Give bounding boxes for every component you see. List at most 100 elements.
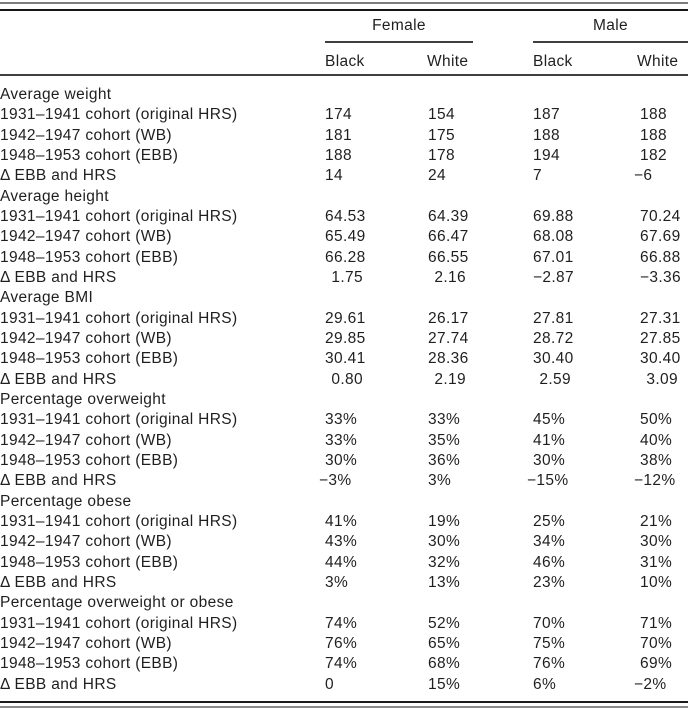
value-cell: 64.39 xyxy=(428,208,469,226)
table-row: 1942–1947 cohort (WB) 181 175 188 188 xyxy=(0,126,688,146)
value-cell: 30% xyxy=(533,452,566,470)
value-cell: 0.80 xyxy=(325,370,428,390)
value-cell: 188 xyxy=(640,106,667,124)
value-cell: 26.17 xyxy=(428,309,469,327)
table-row: 1942–1947 cohort (WB) 43% 30% 34% 30% xyxy=(0,532,688,552)
value-cell: 27.85 xyxy=(640,330,681,348)
value-cell: 64.53 xyxy=(325,208,366,226)
section-row: Average BMI xyxy=(0,288,688,308)
value-cell: 32% xyxy=(428,553,461,571)
value-cell: 33% xyxy=(428,411,461,429)
row-label: 1942–1947 cohort (WB) xyxy=(0,533,172,551)
value-cell: 65.49 xyxy=(325,228,366,246)
table-row: 1948–1953 cohort (EBB) 30% 36% 30% 38% xyxy=(0,451,688,471)
column-group-female: Female xyxy=(372,17,426,34)
value-cell: 30.40 xyxy=(640,350,681,368)
value-cell: 2.59 xyxy=(533,370,640,390)
table-row: 1942–1947 cohort (WB) 33% 35% 41% 40% xyxy=(0,431,688,451)
value-cell: 3% xyxy=(428,472,452,490)
value-cell: 38% xyxy=(640,452,673,470)
value-cell: 36% xyxy=(428,452,461,470)
value-cell: 7 xyxy=(533,167,542,185)
row-label: 1942–1947 cohort (WB) xyxy=(0,330,172,348)
value-cell: 178 xyxy=(428,147,455,165)
value-number: 2.19 xyxy=(434,370,466,388)
value-number: 0.80 xyxy=(331,370,363,388)
value-cell: 67.01 xyxy=(533,248,574,266)
value-cell: 29.61 xyxy=(325,309,366,327)
section-title: Percentage overweight or obese xyxy=(0,594,234,612)
value-cell: 188 xyxy=(640,126,667,144)
section-title: Average height xyxy=(0,187,109,205)
section-row: Average height xyxy=(0,187,688,207)
value-cell: −12% xyxy=(634,472,676,490)
row-label: 1942–1947 cohort (WB) xyxy=(0,431,172,449)
table-row: 1931–1941 cohort (original HRS) 74% 52% 70%… xyxy=(0,614,688,634)
value-cell: 1.75 xyxy=(325,268,428,288)
row-label: 1931–1941 cohort (original HRS) xyxy=(0,411,238,429)
value-cell: 71% xyxy=(640,614,673,632)
section-row: Average weight xyxy=(0,85,688,105)
section-title: Percentage obese xyxy=(0,492,132,510)
value-cell: 66.28 xyxy=(325,248,366,266)
section-title: Percentage overweight xyxy=(0,391,166,409)
female-spanner-rule xyxy=(325,41,473,43)
value-cell: 65% xyxy=(428,635,461,653)
column-group-male: Male xyxy=(593,17,628,34)
section-title: Average weight xyxy=(0,86,112,104)
table-header: Female Male Black White Black White xyxy=(0,0,688,85)
data-table: Average weight 1931–1941 cohort (original… xyxy=(0,85,688,695)
value-cell: 33% xyxy=(325,431,358,449)
row-label: 1931–1941 cohort (original HRS) xyxy=(0,309,238,327)
column-header-male-black: Black xyxy=(533,53,573,70)
column-header-male-white: White xyxy=(637,53,679,70)
row-label: 1931–1941 cohort (original HRS) xyxy=(0,106,238,124)
value-cell: 33% xyxy=(325,411,358,429)
value-cell: 30% xyxy=(640,533,673,551)
value-cell: 76% xyxy=(533,655,566,673)
value-number: 2.16 xyxy=(434,269,466,287)
value-cell: 6% xyxy=(533,675,557,693)
value-cell: 67.69 xyxy=(640,228,681,246)
table-row: 1931–1941 cohort (original HRS) 29.61 26.1… xyxy=(0,309,688,329)
column-header-female-black: Black xyxy=(325,53,365,70)
value-cell: 34% xyxy=(533,533,566,551)
value-cell: 52% xyxy=(428,614,461,632)
table-row: 1942–1947 cohort (WB) 76% 65% 75% 70% xyxy=(0,634,688,654)
value-cell: 44% xyxy=(325,553,358,571)
table-row: 1948–1953 cohort (EBB) 30.41 28.36 30.40 30.… xyxy=(0,349,688,369)
section-row: Percentage overweight xyxy=(0,390,688,410)
table-row: 1948–1953 cohort (EBB) 66.28 66.55 67.01 66.… xyxy=(0,248,688,268)
row-label: 1948–1953 cohort (EBB) xyxy=(0,350,179,368)
row-label: 1948–1953 cohort (EBB) xyxy=(0,553,179,571)
row-label: Δ EBB and HRS xyxy=(0,167,117,185)
value-cell: 70.24 xyxy=(640,208,681,226)
value-cell: −2.87 xyxy=(533,268,640,288)
value-number: −2.87 xyxy=(533,269,574,287)
value-number: −3.36 xyxy=(640,269,681,287)
value-cell: 14 xyxy=(325,167,343,185)
row-label: 1942–1947 cohort (WB) xyxy=(0,635,172,653)
value-cell: 182 xyxy=(640,147,667,165)
value-cell: 13% xyxy=(428,574,461,592)
value-cell: 43% xyxy=(325,533,358,551)
value-cell: 75% xyxy=(533,635,566,653)
value-cell: −2% xyxy=(634,675,667,693)
value-cell: 15% xyxy=(428,675,461,693)
value-cell: 28.72 xyxy=(533,330,574,348)
table-body: Average weight 1931–1941 cohort (original… xyxy=(0,85,688,695)
column-header-female-white: White xyxy=(427,53,469,70)
value-cell: 66.88 xyxy=(640,248,681,266)
value-cell: 188 xyxy=(325,147,352,165)
value-cell: 27.31 xyxy=(640,309,681,327)
table-row: Δ EBB and HRS 14 24 7 −6 xyxy=(0,166,688,186)
row-label: 1931–1941 cohort (original HRS) xyxy=(0,614,238,632)
table-row: 1931–1941 cohort (original HRS) 33% 33% 45%… xyxy=(0,410,688,430)
value-number: 3.09 xyxy=(646,370,678,388)
row-label: Δ EBB and HRS xyxy=(0,370,117,388)
value-number: 2.59 xyxy=(539,370,571,388)
value-cell: 154 xyxy=(428,106,455,124)
value-cell: 31% xyxy=(640,553,673,571)
value-cell: 68.08 xyxy=(533,228,574,246)
table-row: 1948–1953 cohort (EBB) 188 178 194 182 xyxy=(0,146,688,166)
